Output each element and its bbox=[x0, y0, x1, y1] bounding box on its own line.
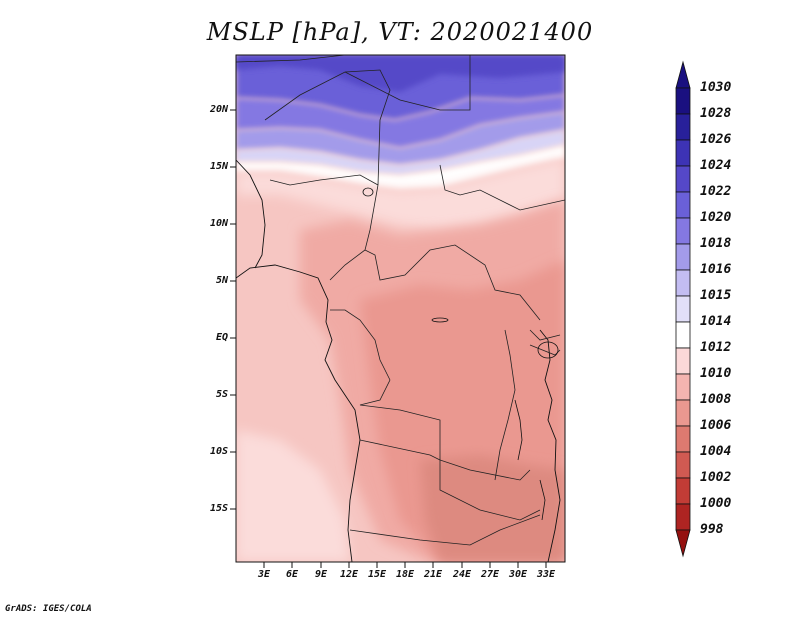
pressure-field bbox=[236, 55, 565, 562]
colorbar-label: 1028 bbox=[700, 106, 732, 121]
lat-label-20n: 20N bbox=[209, 104, 228, 115]
lon-label-24e: 24E bbox=[452, 569, 472, 580]
colorbar-segment bbox=[675, 295, 691, 323]
colorbar-label: 1004 bbox=[700, 444, 732, 459]
border-13 bbox=[494, 329, 516, 481]
lon-label-9e: 9E bbox=[314, 569, 328, 580]
map-title: MSLP [hPa], VT: 2020021400 bbox=[206, 18, 594, 46]
border-1 bbox=[236, 55, 346, 63]
map-frame bbox=[235, 54, 566, 563]
pressure-ocean-1012 bbox=[236, 430, 350, 562]
lat-label-5s: 5S bbox=[215, 389, 228, 400]
lon-label-30e: 30E bbox=[508, 569, 528, 580]
lakes bbox=[362, 187, 559, 521]
lon-label-21e: 21E bbox=[423, 569, 443, 580]
border-12 bbox=[349, 514, 541, 546]
colorbar-segment bbox=[675, 347, 691, 375]
colorbar-segment bbox=[675, 321, 691, 349]
colorbar-segment bbox=[675, 217, 691, 245]
colorbar-label: 1014 bbox=[700, 314, 732, 329]
coastlines bbox=[236, 159, 561, 562]
colorbar-label: 1006 bbox=[700, 418, 732, 433]
colorbar-segment bbox=[675, 399, 691, 427]
lon-label-18e: 18E bbox=[395, 569, 415, 580]
axis-ticks bbox=[230, 109, 547, 568]
pressure-1018-band bbox=[236, 112, 565, 165]
lat-label-15s: 15S bbox=[209, 503, 228, 514]
lake-chad bbox=[362, 187, 374, 197]
colorbar-label: 1020 bbox=[700, 210, 732, 225]
colorbar-segment bbox=[675, 139, 691, 167]
lake-tanganyika bbox=[514, 399, 523, 461]
colorbar-label: 1024 bbox=[700, 158, 732, 173]
colorbar-label: 1026 bbox=[700, 132, 732, 147]
colorbar-label: 1015 bbox=[700, 288, 732, 303]
border-2 bbox=[264, 69, 391, 186]
lat-label-5n: 5N bbox=[215, 275, 228, 286]
colorbar-label: 1010 bbox=[700, 366, 732, 381]
border-14 bbox=[529, 329, 561, 341]
border-3 bbox=[344, 55, 471, 111]
colorbar-segment bbox=[675, 269, 691, 297]
colorbar bbox=[675, 60, 691, 558]
colorbar-label: 1016 bbox=[700, 262, 732, 277]
colorbar-segment bbox=[675, 165, 691, 193]
lon-label-6e: 6E bbox=[285, 569, 299, 580]
border-8 bbox=[330, 309, 391, 381]
east-coast-line bbox=[539, 329, 561, 562]
colorbar-segment bbox=[675, 425, 691, 453]
pressure-1016-band bbox=[236, 130, 565, 175]
colorbar-segment bbox=[675, 503, 691, 531]
lon-label-3e: 3E bbox=[257, 569, 271, 580]
lat-label-10n: 10N bbox=[209, 218, 228, 229]
colorbar-label: 1022 bbox=[700, 184, 732, 199]
border-7 bbox=[364, 244, 541, 321]
colorbar-label: 1008 bbox=[700, 392, 732, 407]
border-4 bbox=[269, 174, 379, 186]
lon-label-12e: 12E bbox=[339, 569, 359, 580]
colorbar-segment bbox=[675, 113, 691, 141]
border-9 bbox=[359, 379, 531, 481]
colorbar-label: 1012 bbox=[700, 340, 732, 355]
colorbar-label: 998 bbox=[700, 522, 724, 537]
colorbar-segment bbox=[675, 373, 691, 401]
lake-victoria bbox=[537, 341, 559, 359]
pressure-1024-band bbox=[236, 55, 565, 92]
lake-malawi bbox=[539, 479, 546, 521]
pressure-1006-area bbox=[420, 455, 565, 562]
country-borders bbox=[236, 55, 565, 546]
border-10 bbox=[439, 460, 541, 521]
pressure-1014-band bbox=[236, 145, 565, 190]
colorbar-segment bbox=[675, 191, 691, 219]
lon-label-15e: 15E bbox=[367, 569, 387, 580]
colorbar-bottom-arrow bbox=[675, 529, 691, 558]
colorbar-label: 1018 bbox=[700, 236, 732, 251]
lon-label-27e: 27E bbox=[480, 569, 500, 580]
colorbar-segment bbox=[675, 87, 691, 115]
lon-label-33e: 33E bbox=[536, 569, 556, 580]
lat-label-eq: EQ bbox=[215, 332, 228, 343]
colorbar-label: 1030 bbox=[700, 80, 732, 95]
colorbar-top-arrow bbox=[675, 60, 691, 89]
colorbar-segment bbox=[675, 477, 691, 505]
atlantic-coastline bbox=[236, 264, 361, 562]
west-africa-coastline bbox=[236, 159, 266, 269]
lake-1 bbox=[431, 317, 449, 323]
pressure-1013-band bbox=[236, 158, 565, 230]
lat-label-10s: 10S bbox=[209, 446, 228, 457]
border-5 bbox=[439, 164, 565, 211]
pressure-1020-band bbox=[236, 95, 565, 148]
lat-label-15n: 15N bbox=[209, 161, 228, 172]
colorbar-segment bbox=[675, 243, 691, 271]
grads-credit: GrADS: IGES/COLA bbox=[5, 604, 92, 614]
colorbar-segment bbox=[675, 451, 691, 479]
colorbar-label: 1000 bbox=[700, 496, 732, 511]
border-11 bbox=[359, 439, 441, 461]
colorbar-label: 1002 bbox=[700, 470, 732, 485]
